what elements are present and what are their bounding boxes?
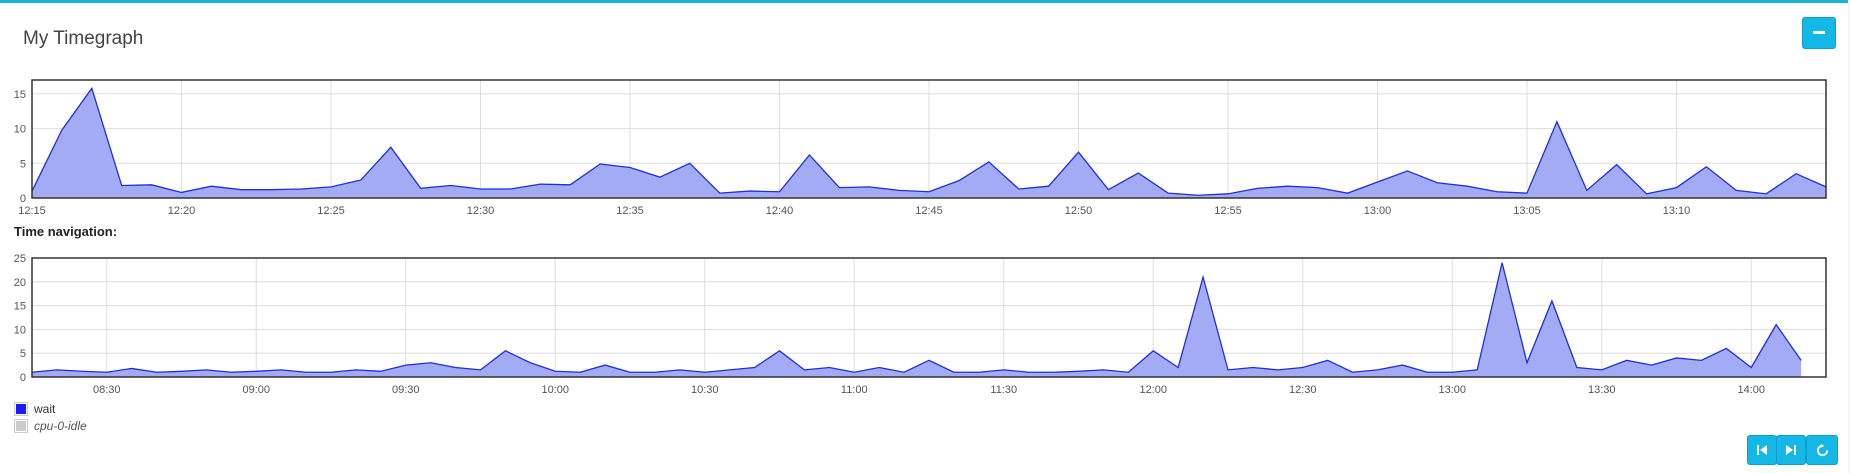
legend-item-wait[interactable]: wait xyxy=(14,402,55,416)
series-area-0 xyxy=(32,88,1826,198)
x-tick-label: 12:15 xyxy=(18,205,46,217)
x-tick-label: 10:00 xyxy=(541,384,569,396)
x-tick-label: 12:35 xyxy=(616,205,644,217)
minus-icon xyxy=(1813,31,1825,35)
main-chart[interactable]: 0 5 10 15 12:15 12:20 12:25 12:30 12:35 12:40 12:4… xyxy=(0,73,1850,253)
legend-label: wait xyxy=(34,402,56,416)
x-tick-label: 13:10 xyxy=(1663,205,1691,217)
nav-first-button[interactable] xyxy=(1747,435,1777,465)
y-tick-label: 20 xyxy=(14,277,26,289)
y-tick-label: 0 xyxy=(20,372,26,384)
y-tick-label: 5 xyxy=(20,348,26,360)
plot-frame xyxy=(31,79,1827,199)
navigation-chart[interactable]: 0 5 10 15 20 25 08:30 09:00 09:30 10:00 10:30 11:00… xyxy=(0,253,1850,403)
x-tick-label: 09:30 xyxy=(392,384,420,396)
x-tick-label: 12:40 xyxy=(766,205,794,217)
series-line-0 xyxy=(31,86,1827,196)
x-tick-label: 14:00 xyxy=(1737,384,1765,396)
skip-back-icon xyxy=(1756,444,1768,456)
x-tick-label: 13:30 xyxy=(1588,384,1616,396)
x-tick-label: 13:05 xyxy=(1513,205,1541,217)
x-tick-label: 12:30 xyxy=(467,205,495,217)
refresh-icon xyxy=(1816,443,1829,457)
x-tick-label: 13:00 xyxy=(1364,205,1392,217)
series-line-0 xyxy=(31,262,1802,373)
panel-title: My Timegraph xyxy=(23,28,144,49)
legend-item-cpu-0-idle[interactable]: cpu-0-idle xyxy=(14,419,87,433)
y-tick-label: 25 xyxy=(14,253,26,265)
legend-swatch-wait xyxy=(16,404,26,414)
x-tick-label: 11:00 xyxy=(841,384,868,396)
x-tick-label: 13:00 xyxy=(1438,384,1466,396)
y-tick-label: 15 xyxy=(14,89,26,101)
legend-swatch-cpu-0-idle xyxy=(16,421,26,431)
x-tick-label: 10:30 xyxy=(691,384,719,396)
x-tick-label: 12:50 xyxy=(1065,205,1093,217)
y-tick-label: 0 xyxy=(20,193,26,205)
x-tick-label: 09:00 xyxy=(242,384,270,396)
y-tick-label: 5 xyxy=(20,158,26,170)
series-area-0 xyxy=(32,262,1802,377)
x-tick-label: 12:30 xyxy=(1289,384,1317,396)
y-tick-label: 10 xyxy=(14,124,26,136)
plot-frame xyxy=(31,257,1827,378)
x-tick-label: 11:30 xyxy=(990,384,1017,396)
skip-forward-icon xyxy=(1785,444,1797,456)
x-tick-label: 08:30 xyxy=(93,384,121,396)
x-tick-label: 12:25 xyxy=(317,205,345,217)
collapse-button[interactable] xyxy=(1802,17,1836,49)
x-tick-label: 12:55 xyxy=(1214,205,1242,217)
nav-last-button[interactable] xyxy=(1776,435,1806,465)
x-tick-label: 12:00 xyxy=(1139,384,1167,396)
navigation-label: Time navigation: xyxy=(14,224,118,239)
y-tick-label: 10 xyxy=(14,324,26,336)
x-tick-label: 12:45 xyxy=(915,205,943,217)
x-tick-label: 12:20 xyxy=(168,205,196,217)
reset-button[interactable] xyxy=(1806,435,1838,465)
legend-label: cpu-0-idle xyxy=(34,419,87,433)
y-tick-label: 15 xyxy=(14,301,26,313)
